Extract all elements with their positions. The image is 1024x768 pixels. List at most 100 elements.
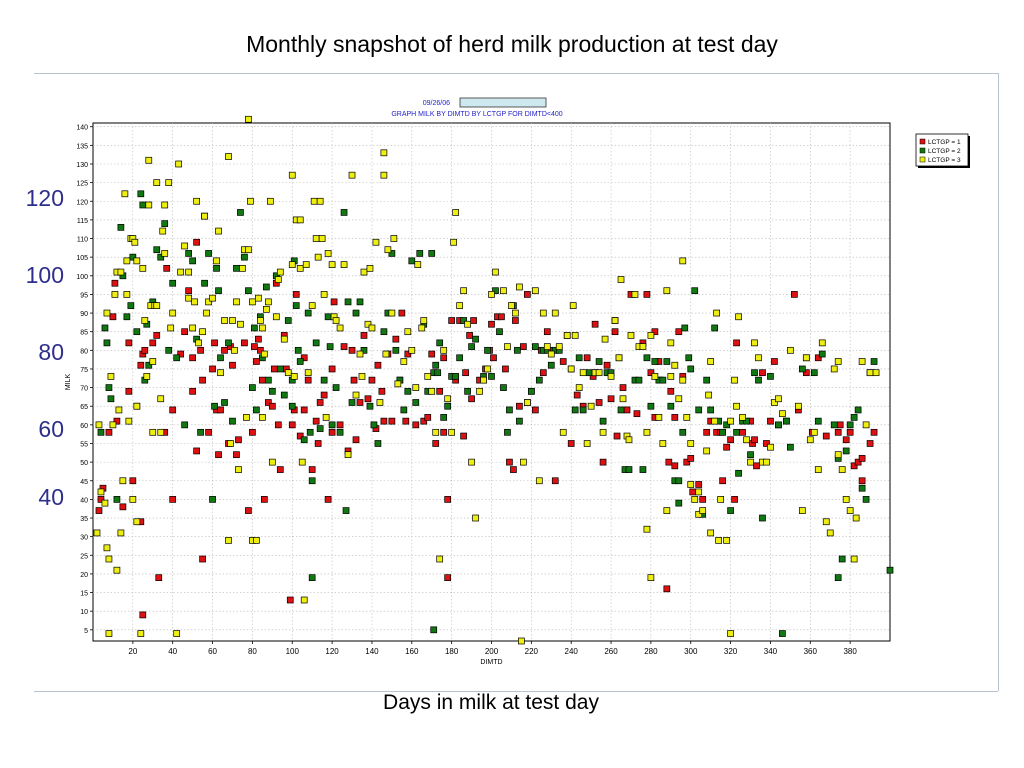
- data-point: [679, 376, 687, 384]
- data-point: [294, 346, 302, 354]
- data-point: [129, 253, 137, 261]
- data-point: [274, 421, 282, 429]
- data-point: [141, 346, 149, 354]
- data-point: [404, 387, 412, 395]
- data-point: [440, 414, 448, 421]
- data-point: [747, 458, 754, 466]
- x-tick-label: 360: [804, 647, 818, 656]
- data-point: [139, 611, 147, 619]
- data-point: [205, 298, 212, 306]
- data-point: [679, 428, 687, 436]
- data-point: [814, 417, 822, 425]
- data-point: [488, 373, 495, 380]
- data-point: [157, 428, 165, 436]
- data-point: [141, 317, 149, 324]
- data-point: [189, 324, 196, 332]
- data-point: [360, 332, 368, 339]
- data-point: [358, 373, 366, 380]
- data-point: [651, 358, 659, 365]
- data-point: [633, 410, 641, 418]
- y-tick-label: 140: [76, 125, 88, 132]
- data-point: [771, 358, 778, 365]
- data-point: [472, 514, 479, 522]
- data-point: [767, 443, 774, 451]
- data-point: [858, 455, 866, 462]
- data-point: [569, 302, 577, 309]
- y-tick-label: 90: [80, 311, 88, 318]
- data-point: [424, 414, 432, 421]
- data-point: [771, 399, 778, 406]
- data-point: [559, 428, 567, 436]
- data-point: [468, 458, 475, 466]
- data-point: [249, 384, 256, 391]
- x-tick-label: 280: [644, 647, 658, 656]
- data-point: [436, 339, 444, 347]
- data-point: [492, 287, 499, 295]
- data-point: [105, 428, 113, 436]
- data-point: [643, 291, 651, 298]
- data-point: [739, 414, 746, 421]
- data-point: [245, 287, 252, 295]
- data-point: [466, 332, 473, 339]
- data-point: [571, 332, 579, 339]
- data-point: [274, 276, 282, 283]
- data-point: [418, 324, 426, 332]
- data-point: [161, 201, 169, 209]
- data-point: [583, 440, 591, 447]
- overlay-y-tick: 60: [38, 416, 64, 442]
- data-point: [360, 268, 368, 276]
- data-point: [268, 458, 276, 466]
- data-point: [245, 507, 252, 514]
- data-point: [579, 406, 587, 414]
- data-point: [368, 324, 376, 332]
- y-tick-label: 125: [76, 181, 88, 188]
- data-point: [181, 421, 189, 429]
- x-tick-label: 260: [604, 647, 618, 656]
- data-point: [599, 428, 607, 436]
- data-point: [336, 428, 344, 436]
- data-point: [659, 440, 667, 447]
- data-point: [344, 451, 352, 459]
- data-point: [103, 544, 111, 552]
- data-point: [723, 421, 730, 429]
- data-point: [751, 436, 758, 444]
- y-tick-label: 30: [80, 535, 88, 542]
- chart-subtitle: GRAPH MILK BY DIMTD BY LCTGP FOR DIMTD<4…: [391, 111, 562, 118]
- data-point: [488, 320, 495, 328]
- data-point: [380, 328, 388, 336]
- data-point: [300, 406, 308, 414]
- data-point: [193, 197, 200, 205]
- x-tick-label: 20: [128, 647, 137, 656]
- data-point: [838, 555, 846, 563]
- data-point: [189, 387, 196, 395]
- data-point: [791, 291, 798, 298]
- data-point: [288, 402, 296, 410]
- data-point: [356, 399, 364, 406]
- data-point: [376, 399, 384, 406]
- data-point: [866, 369, 874, 377]
- x-tick-label: 120: [325, 647, 339, 656]
- x-tick-label: 100: [286, 647, 300, 656]
- data-point: [330, 298, 338, 306]
- data-point: [787, 443, 794, 451]
- data-point: [262, 283, 270, 291]
- x-tick-label: 380: [843, 647, 857, 656]
- data-point: [105, 630, 113, 637]
- data-point: [149, 358, 157, 365]
- data-point: [852, 514, 860, 522]
- data-point: [563, 332, 571, 339]
- data-point: [539, 309, 547, 317]
- data-point: [858, 358, 866, 365]
- data-point: [239, 264, 246, 272]
- data-point: [703, 428, 711, 436]
- data-point: [619, 384, 627, 391]
- data-point: [292, 291, 300, 298]
- data-point: [675, 395, 683, 403]
- data-point: [802, 369, 810, 377]
- data-point: [237, 320, 244, 328]
- data-point: [627, 332, 635, 339]
- data-point: [703, 447, 711, 455]
- data-point: [143, 373, 151, 380]
- data-point: [647, 369, 655, 377]
- data-point: [175, 160, 183, 168]
